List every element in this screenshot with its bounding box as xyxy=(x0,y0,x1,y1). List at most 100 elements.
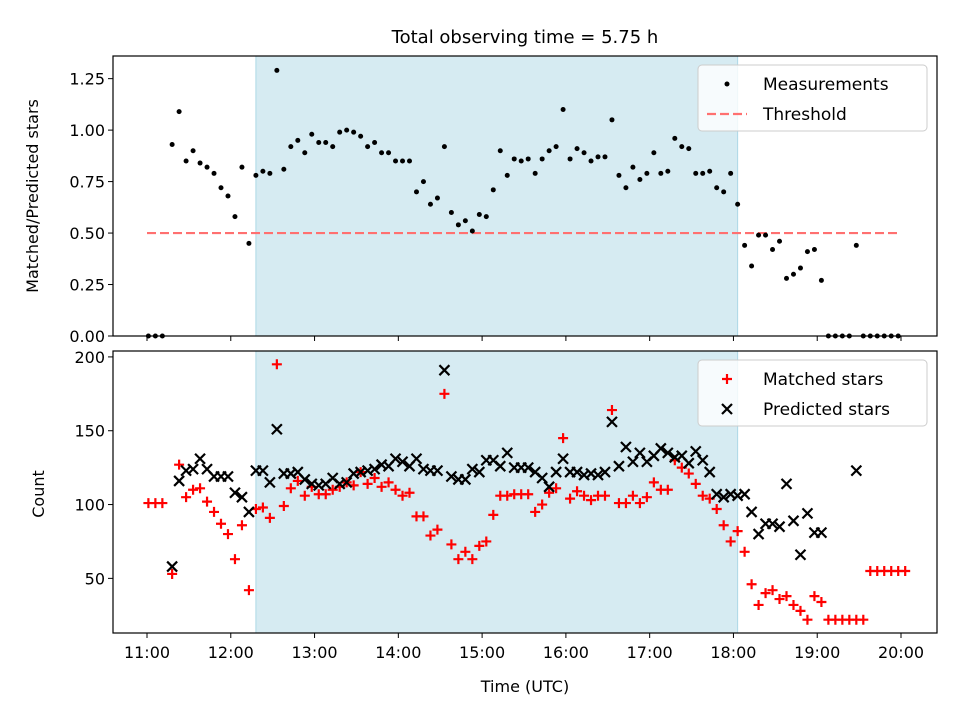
measurement-point xyxy=(455,222,461,228)
measurement-point xyxy=(434,195,440,201)
matched-star-point xyxy=(690,478,701,489)
matched-star-point xyxy=(418,511,429,522)
bottom-legend-box xyxy=(697,359,928,427)
predicted-star-point xyxy=(599,466,611,478)
legend-predicted-marker xyxy=(721,403,733,415)
bottom-ytick-label: 150 xyxy=(74,422,105,441)
measurement-point xyxy=(295,137,301,143)
matched-star-point xyxy=(299,490,310,501)
matched-star-point xyxy=(537,499,548,510)
predicted-star-point xyxy=(431,464,444,477)
top-ylabel: Matched/Predicted stars xyxy=(23,99,42,293)
matched-star-point xyxy=(544,487,555,498)
predicted-star-point xyxy=(620,441,632,453)
measurement-point xyxy=(588,158,594,164)
measurement-point xyxy=(630,164,636,170)
matched-star-point xyxy=(243,585,254,596)
matched-star-point xyxy=(460,546,471,557)
measurement-point xyxy=(497,148,503,154)
predicted-star-point xyxy=(410,453,423,465)
predicted-star-point xyxy=(173,475,185,487)
matched-star-point xyxy=(732,526,743,537)
matched-star-point xyxy=(222,529,233,540)
measurement-point xyxy=(239,164,245,170)
measurement-point xyxy=(532,170,538,176)
predicted-star-point xyxy=(550,466,562,478)
measurement-point xyxy=(393,158,399,164)
matched-star-point xyxy=(551,483,562,494)
matched-star-point xyxy=(683,468,694,479)
predicted-star-point xyxy=(187,463,199,475)
measurement-point xyxy=(386,150,392,156)
predicted-star-point xyxy=(459,473,472,486)
predicted-star-point xyxy=(243,506,255,518)
matched-star-point xyxy=(788,599,799,610)
measurement-point xyxy=(581,150,587,156)
predicted-star-point xyxy=(438,364,451,376)
predicted-star-point xyxy=(794,548,807,561)
measurement-point xyxy=(735,201,741,207)
xtick-label: 11:00 xyxy=(124,643,170,662)
matched-star-point xyxy=(606,405,617,416)
measurement-point xyxy=(595,154,601,160)
matched-star-point xyxy=(858,614,869,625)
measurement-point xyxy=(267,170,273,176)
measurement-point xyxy=(246,240,252,246)
matched-star-point xyxy=(641,492,652,503)
measurement-point xyxy=(679,144,685,150)
measurement-point xyxy=(302,150,308,156)
matched-star-point xyxy=(634,498,645,509)
measurement-point xyxy=(742,242,748,248)
matched-star-point xyxy=(229,554,240,565)
measurement-point xyxy=(721,189,727,195)
measurement-point xyxy=(790,271,796,277)
predicted-star-point xyxy=(494,460,507,472)
top-ytick-label: 0.75 xyxy=(69,173,105,192)
measurement-point xyxy=(225,193,231,199)
matched-star-point xyxy=(900,565,911,576)
measurement-point xyxy=(546,148,552,154)
top-legend-label: Threshold xyxy=(762,105,847,125)
predicted-star-point xyxy=(396,455,409,468)
measurement-point xyxy=(260,168,266,174)
predicted-star-point xyxy=(473,466,486,478)
measurement-point xyxy=(686,146,692,152)
measurement-point xyxy=(525,156,531,162)
top-legend-label: Measurements xyxy=(763,75,889,95)
matched-star-point xyxy=(774,594,785,605)
measurement-point xyxy=(323,139,329,145)
measurement-point xyxy=(665,168,671,174)
matched-star-point xyxy=(746,579,757,590)
bottom-plot-frame xyxy=(112,350,938,634)
measurement-point xyxy=(274,67,280,73)
xtick-label: 13:00 xyxy=(292,643,338,662)
matched-star-point xyxy=(439,388,450,399)
measurement-point xyxy=(309,131,315,137)
measurement-point xyxy=(441,144,447,150)
measurement-point xyxy=(427,201,433,207)
predicted-star-point xyxy=(710,488,723,500)
measurement-point xyxy=(218,185,224,191)
measurement-point xyxy=(560,107,566,113)
measurement-point xyxy=(644,170,650,176)
measurement-point xyxy=(700,170,706,176)
matched-star-point xyxy=(174,459,185,470)
matched-star-point xyxy=(467,554,478,565)
measurement-point xyxy=(623,185,629,191)
predicted-star-point xyxy=(368,463,381,475)
matched-star-point xyxy=(572,486,583,497)
measurement-point xyxy=(169,142,175,148)
predicted-star-point xyxy=(522,461,534,474)
measurement-point xyxy=(749,263,755,269)
bottom-ytick-label: 200 xyxy=(74,348,105,367)
matched-star-point xyxy=(264,512,275,523)
measurement-point xyxy=(574,146,580,152)
measurement-point xyxy=(316,139,322,145)
matched-star-point xyxy=(383,477,394,488)
measurement-point xyxy=(197,160,203,166)
measurement-point xyxy=(288,144,294,150)
matched-star-point xyxy=(257,502,268,513)
bottom-ytick-label: 100 xyxy=(74,496,105,515)
matched-star-point xyxy=(718,520,729,531)
matched-star-point xyxy=(432,524,443,535)
